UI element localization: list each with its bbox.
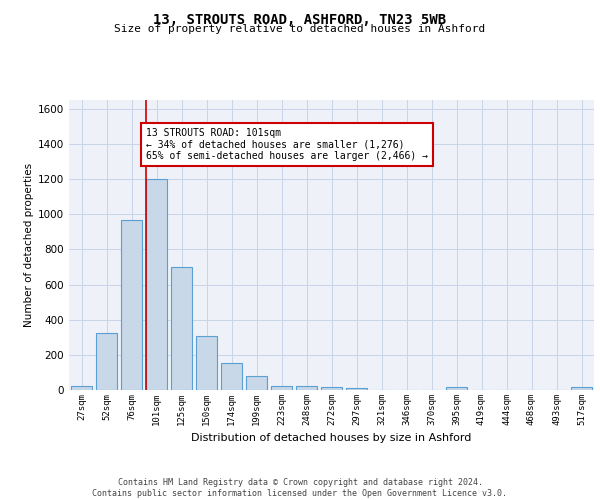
Bar: [346, 388, 367, 390]
Bar: [271, 386, 292, 390]
Bar: [296, 386, 317, 390]
Bar: [321, 388, 342, 390]
Bar: [571, 388, 592, 390]
Text: 13, STROUTS ROAD, ASHFORD, TN23 5WB: 13, STROUTS ROAD, ASHFORD, TN23 5WB: [154, 12, 446, 26]
Y-axis label: Number of detached properties: Number of detached properties: [24, 163, 34, 327]
Bar: [196, 336, 217, 390]
Bar: [121, 220, 142, 390]
Bar: [221, 363, 242, 390]
Bar: [71, 386, 92, 390]
Bar: [146, 179, 167, 390]
X-axis label: Distribution of detached houses by size in Ashford: Distribution of detached houses by size …: [191, 434, 472, 444]
Bar: [171, 267, 192, 390]
Text: 13 STROUTS ROAD: 101sqm
← 34% of detached houses are smaller (1,276)
65% of semi: 13 STROUTS ROAD: 101sqm ← 34% of detache…: [146, 128, 428, 162]
Bar: [446, 388, 467, 390]
Bar: [96, 333, 117, 390]
Text: Contains HM Land Registry data © Crown copyright and database right 2024.
Contai: Contains HM Land Registry data © Crown c…: [92, 478, 508, 498]
Text: Size of property relative to detached houses in Ashford: Size of property relative to detached ho…: [115, 24, 485, 34]
Bar: [246, 376, 267, 390]
